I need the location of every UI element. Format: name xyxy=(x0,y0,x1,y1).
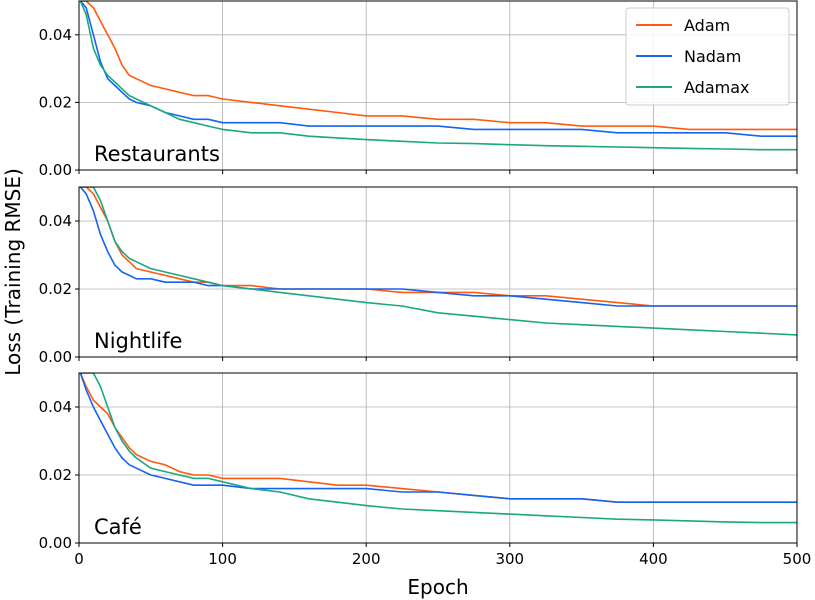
series-line-nadam xyxy=(79,1,797,137)
y-tick-label: 0.00 xyxy=(39,161,72,179)
y-tick-label: 0.04 xyxy=(39,26,72,44)
legend-label-adamax: Adamax xyxy=(684,78,749,97)
series-group xyxy=(79,187,797,336)
y-axis-label: Loss (Training RMSE) xyxy=(1,168,25,376)
legend: Adam Nadam Adamax xyxy=(625,7,790,106)
series-line-adamax xyxy=(80,373,797,524)
x-tick-label: 300 xyxy=(495,550,524,568)
x-tick-label: 200 xyxy=(352,550,381,568)
chart-panel-3: 0.00 0.02 0.04 0 100 200 300 400 500 Café xyxy=(39,372,812,568)
panel-frame xyxy=(78,372,798,544)
x-tick-label: 0 xyxy=(74,550,84,568)
y-tick-label: 0.02 xyxy=(39,280,72,298)
series-line-adamax xyxy=(80,187,797,336)
y-tick-label: 0.00 xyxy=(39,534,72,552)
series-group xyxy=(79,1,797,151)
y-tick-label: 0.04 xyxy=(39,398,72,416)
y-tick-label: 0.04 xyxy=(39,212,72,230)
x-axis-label: Epoch xyxy=(407,575,468,599)
panel-frame xyxy=(78,0,798,171)
y-tick-label: 0.02 xyxy=(39,93,72,111)
x-tick-label: 100 xyxy=(208,550,237,568)
series-line-adam xyxy=(79,373,797,504)
legend-box xyxy=(625,7,790,106)
legend-label-adam: Adam xyxy=(684,16,730,35)
panel-label: Restaurants xyxy=(94,142,220,166)
series-line-adam xyxy=(80,1,797,131)
panel-label: Nightlife xyxy=(94,329,182,353)
series-group xyxy=(79,373,797,524)
x-tick-label: 400 xyxy=(639,550,668,568)
series-line-adamax xyxy=(79,1,797,151)
chart-panel-1: 0.00 0.02 0.04 Restaurants Adam Nadam Adamax xyxy=(39,0,798,179)
series-line-nadam xyxy=(79,187,797,307)
panel-label: Café xyxy=(94,515,142,539)
y-tick-label: 0.02 xyxy=(39,466,72,484)
panel-frame xyxy=(78,186,798,358)
chart-panel-2: 0.00 0.02 0.04 Nightlife xyxy=(39,186,798,366)
series-line-adam xyxy=(80,187,797,307)
y-tick-label: 0.00 xyxy=(39,348,72,366)
series-line-nadam xyxy=(79,373,797,504)
legend-label-nadam: Nadam xyxy=(684,47,741,66)
x-tick-label: 500 xyxy=(783,550,812,568)
